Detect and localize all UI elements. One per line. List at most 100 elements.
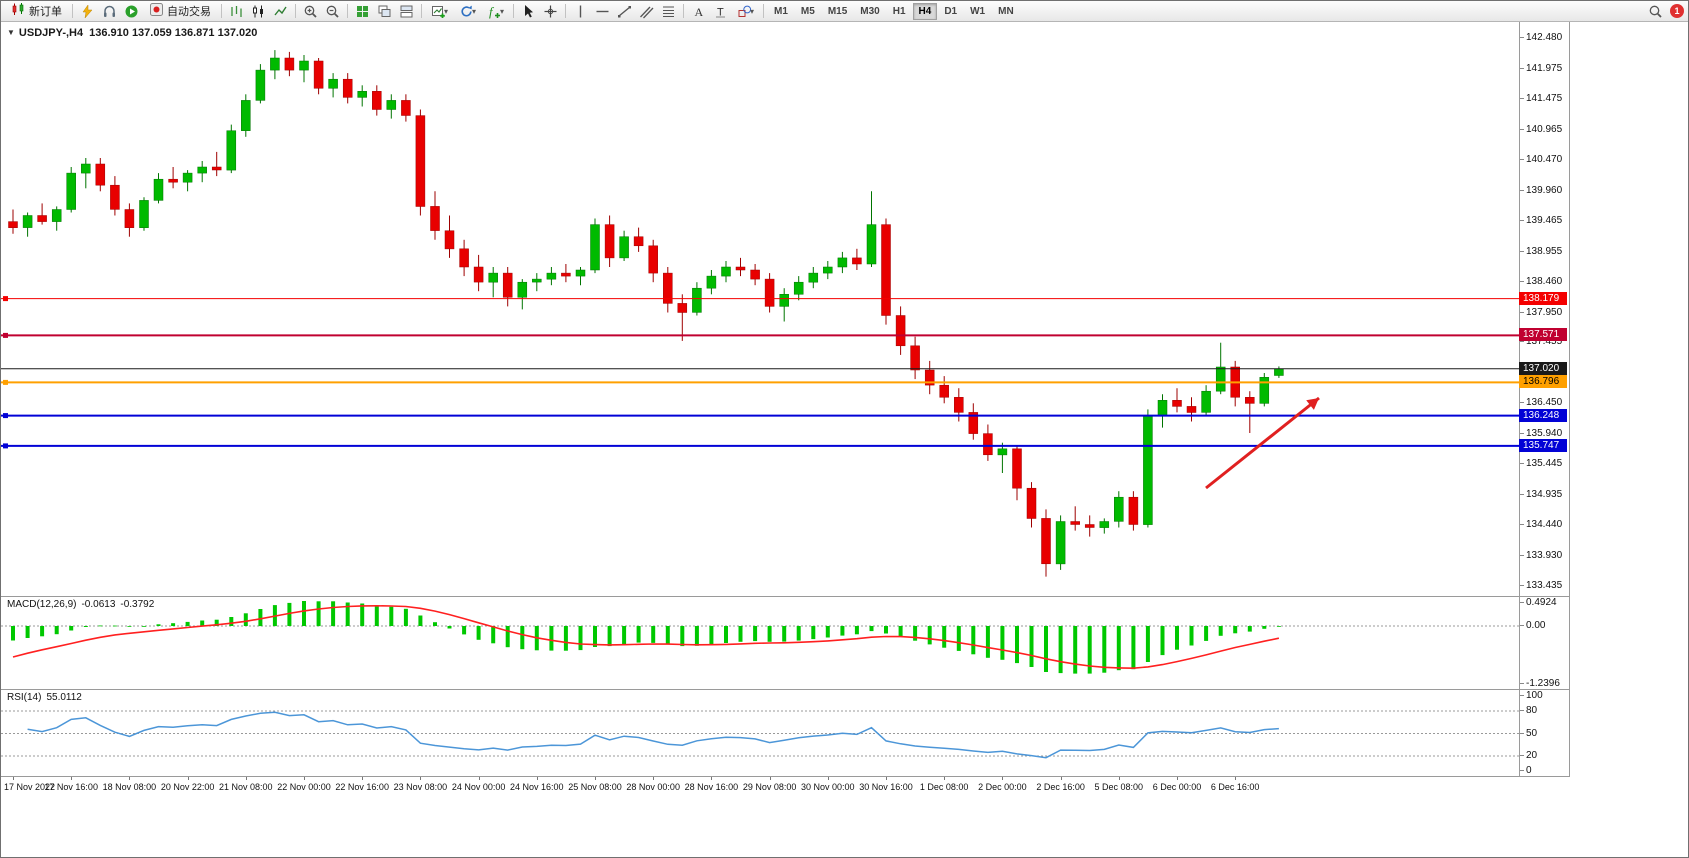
candle bbox=[1070, 506, 1080, 531]
macd-histogram-bar bbox=[433, 622, 437, 626]
play-circle-button[interactable] bbox=[121, 2, 142, 20]
chart-symbol-header: ▼ USDJPY-,H4 136.910 137.059 136.871 137.0… bbox=[7, 27, 257, 39]
bar-chart-type-button[interactable] bbox=[226, 2, 247, 20]
timeframe-m15-button[interactable]: M15 bbox=[822, 3, 853, 20]
pane-separator[interactable] bbox=[1, 596, 1569, 597]
chevron-down-icon: ▾ bbox=[471, 6, 476, 16]
macd-histogram-bar bbox=[360, 603, 365, 627]
line-handle[interactable] bbox=[3, 332, 8, 338]
line-handle[interactable] bbox=[3, 413, 8, 419]
macd-indicator-pane[interactable] bbox=[1, 597, 1519, 690]
candle bbox=[342, 73, 353, 104]
candle bbox=[197, 161, 207, 183]
macd-axis-tick: 0.00 bbox=[1518, 620, 1546, 631]
toolbar-separator bbox=[763, 4, 764, 18]
time-label: 23 Nov 08:00 bbox=[393, 782, 448, 792]
vertical-line-tool-button[interactable] bbox=[570, 2, 591, 20]
line-handle[interactable] bbox=[3, 443, 8, 449]
timeframe-mn-button[interactable]: MN bbox=[992, 3, 1020, 20]
search-button[interactable] bbox=[1645, 2, 1666, 20]
fibonacci-tool-button[interactable] bbox=[658, 2, 679, 20]
macd-histogram-bar bbox=[680, 626, 685, 647]
time-tick bbox=[1060, 777, 1062, 780]
chevron-down-icon: ▾ bbox=[499, 6, 504, 16]
rsi-axis-tick: 0 bbox=[1519, 765, 1532, 776]
main-price-chart[interactable] bbox=[1, 21, 1519, 597]
candle bbox=[270, 50, 280, 80]
candle bbox=[604, 215, 615, 267]
price-axis[interactable]: 142.480 141.975 141.475 140.965 140.470 139.9… bbox=[1518, 21, 1569, 777]
tile-windows-button[interactable] bbox=[352, 2, 373, 20]
notification-badge[interactable]: 1 bbox=[1670, 4, 1684, 18]
macd-histogram-bar bbox=[1087, 626, 1092, 674]
headset-button[interactable] bbox=[99, 2, 120, 20]
line-handle[interactable] bbox=[3, 296, 8, 302]
cursor-button[interactable] bbox=[518, 2, 539, 20]
candle bbox=[968, 403, 979, 440]
candle bbox=[182, 170, 193, 192]
macd-histogram-bar bbox=[1044, 626, 1048, 672]
price-tick: 140.470 bbox=[1518, 153, 1563, 165]
price-tick: 138.955 bbox=[1518, 245, 1563, 257]
candle bbox=[401, 94, 411, 122]
trendline-tool-button[interactable] bbox=[614, 2, 635, 20]
candle bbox=[415, 109, 426, 216]
zoom-in-button[interactable] bbox=[300, 2, 321, 20]
candle bbox=[808, 267, 819, 289]
indicators-button[interactable]: f ▾ bbox=[482, 2, 509, 20]
rsi-axis-tick: 50 bbox=[1518, 727, 1538, 739]
ohlc-values: 136.910 137.059 136.871 137.020 bbox=[89, 27, 258, 39]
timeframe-m30-button[interactable]: M30 bbox=[854, 3, 885, 20]
timeframe-m5-button[interactable]: M5 bbox=[795, 3, 821, 20]
pane-separator[interactable] bbox=[1, 689, 1569, 690]
macd-histogram-bar bbox=[11, 626, 15, 641]
crosshair-button[interactable] bbox=[540, 2, 561, 20]
text-tool-button[interactable]: A bbox=[688, 2, 709, 20]
candle bbox=[51, 206, 62, 231]
timeframe-h4-button[interactable]: H4 bbox=[912, 2, 938, 20]
time-tick bbox=[1118, 777, 1120, 780]
macd-histogram-bar bbox=[884, 626, 888, 634]
line-chart-type-button[interactable] bbox=[270, 2, 291, 20]
horizontal-line-tool-button[interactable] bbox=[592, 2, 613, 20]
time-label: 30 Nov 00:00 bbox=[801, 782, 855, 792]
timeframe-m1-button[interactable]: M1 bbox=[768, 3, 794, 20]
candle bbox=[721, 261, 731, 283]
macd-histogram-bar bbox=[258, 609, 263, 627]
time-tick bbox=[944, 777, 946, 780]
new-order-button[interactable]: 新订单 bbox=[5, 2, 68, 20]
auto-trading-button[interactable]: 自动交易 bbox=[143, 2, 217, 20]
candle bbox=[66, 167, 76, 213]
text-label-tool-button[interactable]: T bbox=[710, 2, 731, 20]
macd-histogram-bar bbox=[185, 621, 190, 627]
candle bbox=[37, 203, 47, 225]
text-label-icon: T bbox=[716, 6, 725, 18]
expand-arrow-icon[interactable]: ▼ bbox=[7, 28, 15, 37]
candle bbox=[386, 94, 397, 119]
macd-histogram-bar bbox=[40, 626, 45, 637]
cascade-windows-button[interactable] bbox=[374, 2, 395, 20]
new-chart-button[interactable]: ▾ bbox=[426, 2, 453, 20]
chart-profiles-button[interactable]: ▾ bbox=[454, 2, 481, 20]
timeframe-w1-button[interactable]: W1 bbox=[964, 3, 991, 20]
line-handle[interactable] bbox=[3, 379, 8, 385]
auto-trading-label: 自动交易 bbox=[167, 6, 211, 18]
candle bbox=[750, 264, 760, 286]
timeframe-d1-button[interactable]: D1 bbox=[938, 3, 963, 20]
trend-arrow-annotation[interactable] bbox=[1205, 396, 1320, 490]
macd-histogram-bar bbox=[1189, 626, 1194, 646]
lightning-button[interactable] bbox=[77, 2, 98, 20]
price-label-137.020: 137.020 bbox=[1519, 361, 1567, 375]
time-label: 17 Nov 2022 bbox=[4, 782, 56, 792]
timeframe-h1-button[interactable]: H1 bbox=[887, 3, 912, 20]
time-tick bbox=[420, 777, 422, 780]
shapes-tool-button[interactable]: ▾ bbox=[732, 2, 759, 20]
lightning-icon bbox=[82, 3, 93, 19]
zoom-out-button[interactable] bbox=[322, 2, 343, 20]
candle bbox=[473, 254, 484, 292]
candlestick-chart-type-button[interactable] bbox=[248, 2, 269, 20]
rsi-indicator-pane[interactable] bbox=[1, 690, 1519, 777]
channel-tool-button[interactable] bbox=[636, 2, 657, 20]
time-axis[interactable]: 17 Nov 2022 17 Nov 16:00 18 Nov 08:00 20 No… bbox=[1, 777, 1569, 799]
tile-horizontal-button[interactable] bbox=[396, 2, 417, 20]
